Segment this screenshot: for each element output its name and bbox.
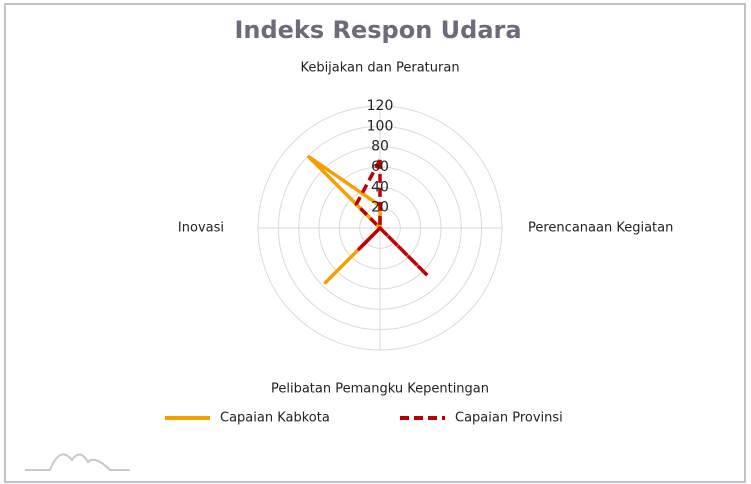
- logo: [25, 453, 130, 471]
- axis-label: Inovasi: [178, 221, 224, 236]
- r-tick-label: 40: [371, 179, 389, 195]
- r-tick-label: 80: [371, 139, 389, 155]
- axis-label: Kebijakan dan Peraturan: [300, 61, 459, 76]
- frame: [4, 3, 746, 483]
- r-tick-label: 20: [371, 200, 389, 216]
- series-line: [354, 158, 430, 278]
- r-tick-label: 60: [371, 159, 389, 175]
- r-tick-label: 100: [367, 118, 394, 134]
- legend-label: Capaian Provinsi: [455, 411, 563, 426]
- axis-label: Pelibatan Pemangku Kepentingan: [271, 382, 489, 397]
- legend-label: Capaian Kabkota: [220, 411, 330, 426]
- axis-label: Perencanaan Kegiatan: [528, 221, 673, 236]
- chart-title: Indeks Respon Udara: [234, 16, 521, 44]
- r-tick-label: 120: [367, 98, 394, 114]
